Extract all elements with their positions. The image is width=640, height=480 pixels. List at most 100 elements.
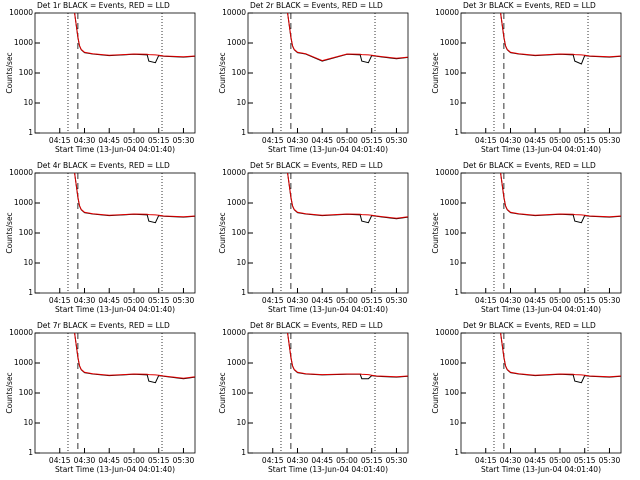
y-tick-label: 100 (232, 388, 247, 397)
x-tick-label: 05:30 (386, 136, 408, 145)
data-line (287, 13, 408, 64)
plot-frame (460, 12, 622, 134)
x-tick-label: 04:45 (311, 296, 333, 305)
y-tick-label: 10 (23, 418, 33, 427)
y-tick-label: 1 (241, 128, 246, 137)
x-axis-label: Start Time (13-Jun-04 04:01:40) (481, 465, 601, 474)
x-tick-label: 04:30 (500, 136, 522, 145)
x-axis-label: Start Time (13-Jun-04 04:01:40) (481, 145, 601, 154)
chart-title: Det 8r BLACK = Events, RED = LLD (250, 321, 383, 330)
x-tick-label: 04:15 (49, 296, 71, 305)
x-tick-label: 05:00 (549, 456, 571, 465)
chart-title: Det 5r BLACK = Events, RED = LLD (250, 161, 383, 170)
x-tick-label: 04:30 (74, 136, 96, 145)
y-tick-label: 10 (236, 258, 246, 267)
plot-frame (34, 12, 196, 134)
x-tick-label: 05:15 (361, 456, 383, 465)
plot-frame (34, 172, 196, 294)
x-tick-label: 05:15 (574, 456, 596, 465)
y-tick-label: 10000 (9, 168, 33, 177)
x-tick-label: 05:30 (599, 456, 621, 465)
y-tick-label: 1000 (227, 358, 246, 367)
x-tick-label: 04:45 (98, 456, 120, 465)
chart-title: Det 1r BLACK = Events, RED = LLD (37, 1, 170, 10)
y-tick-label: 10000 (435, 8, 459, 17)
data-line (74, 333, 195, 384)
data-line (500, 173, 621, 218)
x-tick-label: 05:15 (574, 296, 596, 305)
x-tick-label: 05:15 (361, 136, 383, 145)
x-axis-label: Start Time (13-Jun-04 04:01:40) (268, 465, 388, 474)
y-tick-label: 10000 (9, 328, 33, 337)
y-tick-label: 100 (19, 228, 34, 237)
data-line (74, 13, 195, 64)
y-tick-label: 1 (454, 448, 459, 457)
y-tick-label: 1 (241, 288, 246, 297)
y-axis-label: Counts/sec (5, 52, 14, 93)
panel: Det 6r BLACK = Events, RED = LLD 1 10 100 10… (431, 161, 622, 314)
y-tick-label: 100 (232, 228, 247, 237)
y-axis-label: Counts/sec (218, 372, 227, 413)
x-tick-label: 04:15 (475, 456, 497, 465)
data-line (287, 13, 408, 62)
x-tick-label: 04:45 (311, 136, 333, 145)
y-tick-label: 1 (28, 448, 33, 457)
y-axis-label: Counts/sec (5, 372, 14, 413)
data-line (287, 333, 408, 380)
y-tick-label: 10 (236, 418, 246, 427)
x-tick-label: 05:15 (361, 296, 383, 305)
x-tick-label: 05:00 (549, 136, 571, 145)
x-tick-label: 05:30 (599, 296, 621, 305)
chart-title: Det 4r BLACK = Events, RED = LLD (37, 161, 170, 170)
plot-frame (247, 332, 409, 454)
data-line (287, 173, 408, 224)
x-tick-label: 04:30 (74, 456, 96, 465)
y-tick-label: 1000 (440, 198, 459, 207)
x-tick-label: 05:00 (336, 456, 358, 465)
y-tick-label: 1 (28, 128, 33, 137)
x-tick-label: 05:00 (123, 456, 145, 465)
plot-frame (247, 172, 409, 294)
y-tick-label: 10 (449, 258, 459, 267)
data-line (500, 13, 621, 58)
y-tick-label: 10000 (222, 328, 246, 337)
y-axis-label: Counts/sec (431, 212, 440, 253)
y-axis-label: Counts/sec (431, 52, 440, 93)
x-axis-label: Start Time (13-Jun-04 04:01:40) (55, 465, 175, 474)
data-line (500, 173, 621, 224)
y-tick-label: 1 (454, 128, 459, 137)
y-tick-label: 1 (28, 288, 33, 297)
x-tick-label: 04:15 (49, 456, 71, 465)
y-tick-label: 1 (241, 448, 246, 457)
panel: Det 9r BLACK = Events, RED = LLD 1 10 100 10… (431, 321, 622, 474)
panel: Det 1r BLACK = Events, RED = LLD 1 10 100 10… (5, 1, 196, 154)
chart-title: Det 9r BLACK = Events, RED = LLD (463, 321, 596, 330)
x-tick-label: 04:45 (98, 296, 120, 305)
y-tick-label: 1000 (227, 198, 246, 207)
x-axis-label: Start Time (13-Jun-04 04:01:40) (481, 305, 601, 314)
y-axis-label: Counts/sec (218, 52, 227, 93)
x-tick-label: 05:00 (549, 296, 571, 305)
y-tick-label: 100 (232, 68, 247, 77)
x-tick-label: 04:15 (475, 136, 497, 145)
x-tick-label: 05:30 (599, 136, 621, 145)
x-tick-label: 04:15 (262, 456, 284, 465)
data-line (74, 333, 195, 379)
x-tick-label: 04:30 (500, 296, 522, 305)
panel: Det 2r BLACK = Events, RED = LLD 1 10 100 10… (218, 1, 409, 154)
data-line (74, 173, 195, 224)
y-tick-label: 100 (445, 68, 460, 77)
chart-title: Det 7r BLACK = Events, RED = LLD (37, 321, 170, 330)
x-tick-label: 04:15 (475, 296, 497, 305)
y-tick-label: 100 (19, 68, 34, 77)
x-tick-label: 05:00 (123, 296, 145, 305)
data-line (287, 333, 408, 378)
y-tick-label: 1 (454, 288, 459, 297)
chart-title: Det 6r BLACK = Events, RED = LLD (463, 161, 596, 170)
x-tick-label: 05:30 (173, 296, 195, 305)
x-axis-label: Start Time (13-Jun-04 04:01:40) (268, 305, 388, 314)
y-axis-label: Counts/sec (431, 372, 440, 413)
y-tick-label: 1000 (440, 38, 459, 47)
x-tick-label: 04:45 (524, 296, 546, 305)
